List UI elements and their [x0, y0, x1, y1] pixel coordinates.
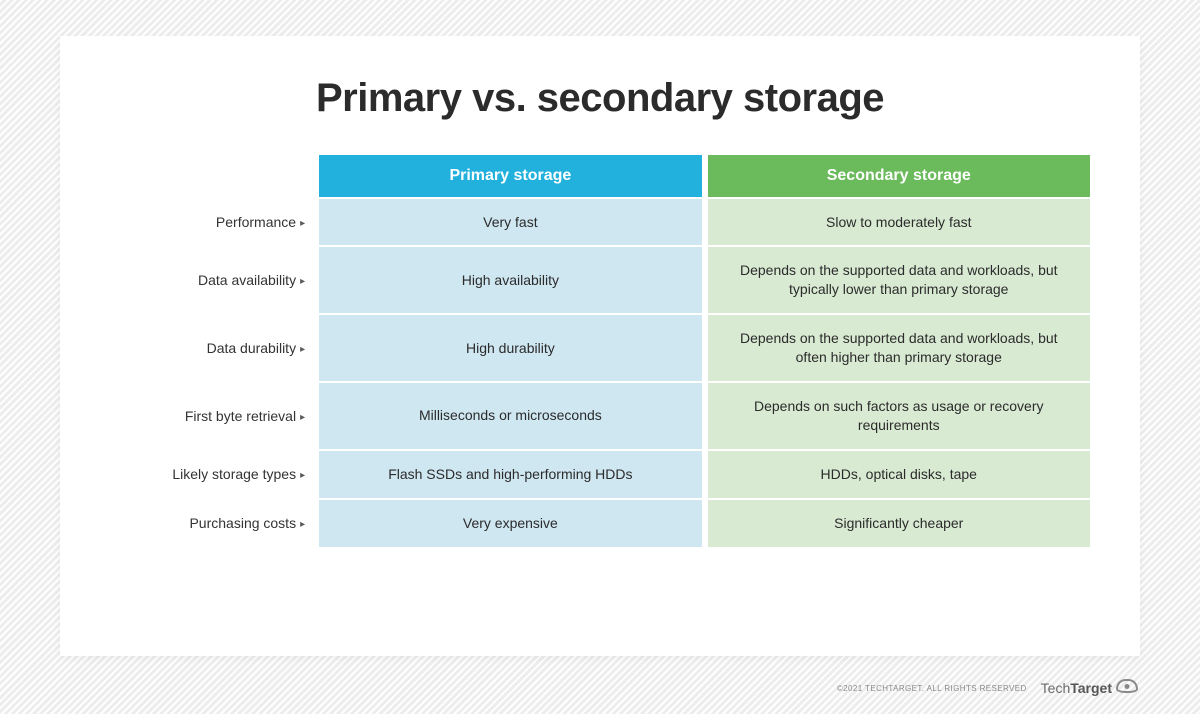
row-label-text: Purchasing costs	[189, 515, 296, 531]
cell-primary: High durability	[319, 314, 702, 382]
cell-secondary: Significantly cheaper	[708, 499, 1090, 547]
column-header-secondary: Secondary storage	[708, 155, 1090, 198]
brand-text: TechTarget	[1041, 680, 1112, 696]
table-row: First byte retrieval ▸ Milliseconds or mic…	[110, 382, 1090, 450]
row-label-text: First byte retrieval	[185, 408, 296, 424]
cell-primary: Very fast	[319, 198, 702, 247]
cell-secondary: Slow to moderately fast	[708, 198, 1090, 247]
row-label: Purchasing costs ▸	[110, 499, 319, 547]
comparison-table: Primary storageSecondary storagePerforma…	[110, 155, 1090, 547]
header-spacer	[110, 155, 319, 198]
cell-secondary: Depends on the supported data and worklo…	[708, 246, 1090, 314]
footer: ©2021 TECHTARGET. ALL RIGHTS RESERVED Te…	[837, 680, 1138, 696]
cell-primary: High availability	[319, 246, 702, 314]
row-marker-icon: ▸	[300, 344, 305, 355]
brand-logo: TechTarget	[1041, 680, 1138, 696]
infographic-card: Primary vs. secondary storage Primary st…	[60, 36, 1140, 656]
column-header-primary: Primary storage	[319, 155, 702, 198]
cell-primary: Very expensive	[319, 499, 702, 547]
brand-text-bold: Target	[1070, 680, 1112, 696]
cell-secondary: HDDs, optical disks, tape	[708, 450, 1090, 499]
row-label: Likely storage types ▸	[110, 450, 319, 499]
row-label-text: Data availability	[198, 272, 296, 288]
row-marker-icon: ▸	[300, 218, 305, 229]
eye-icon	[1116, 679, 1138, 693]
table-row: Likely storage types ▸ Flash SSDs and high…	[110, 450, 1090, 499]
row-marker-icon: ▸	[300, 412, 305, 423]
row-label: First byte retrieval ▸	[110, 382, 319, 450]
row-label-text: Data durability	[207, 340, 297, 356]
row-label: Data durability▸	[110, 314, 319, 382]
row-marker-icon: ▸	[300, 276, 305, 287]
table-row: Performance ▸ Very fastSlow to moderately …	[110, 198, 1090, 247]
cell-primary: Flash SSDs and high-performing HDDs	[319, 450, 702, 499]
row-label: Data availability ▸	[110, 246, 319, 314]
row-marker-icon: ▸	[300, 519, 305, 530]
infographic-title: Primary vs. secondary storage	[110, 76, 1090, 121]
cell-secondary: Depends on such factors as usage or reco…	[708, 382, 1090, 450]
row-label-text: Likely storage types	[172, 466, 296, 482]
cell-primary: Milliseconds or microseconds	[319, 382, 702, 450]
row-label-text: Performance	[216, 214, 296, 230]
row-label: Performance ▸	[110, 198, 319, 247]
table-row: Data durability▸High durabilityDepends o…	[110, 314, 1090, 382]
brand-text-light: Tech	[1041, 680, 1071, 696]
copyright-text: ©2021 TECHTARGET. ALL RIGHTS RESERVED	[837, 684, 1027, 693]
table-row: Data availability ▸ High availabilityDepen…	[110, 246, 1090, 314]
cell-secondary: Depends on the supported data and worklo…	[708, 314, 1090, 382]
table-header-row: Primary storageSecondary storage	[110, 155, 1090, 198]
comparison-table-body: Primary storageSecondary storagePerforma…	[110, 155, 1090, 547]
table-row: Purchasing costs ▸ Very expensiveSignifica…	[110, 499, 1090, 547]
row-marker-icon: ▸	[300, 470, 305, 481]
